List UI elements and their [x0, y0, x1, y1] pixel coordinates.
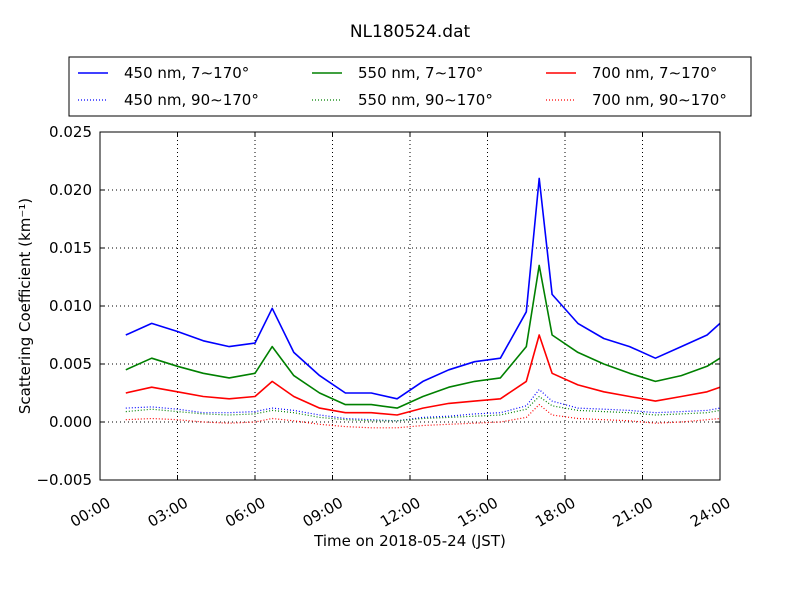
plot-area — [99, 131, 721, 481]
legend-label: 700 nm, 7∼170° — [592, 64, 717, 82]
x-tick-label: 21:00 — [610, 494, 656, 531]
y-tick-label: −0.005 — [36, 471, 92, 489]
x-axis-label: Time on 2018-05-24 (JST) — [313, 532, 506, 550]
grid — [100, 132, 720, 480]
x-tick-label: 09:00 — [300, 494, 346, 531]
legend-label: 700 nm, 90∼170° — [592, 91, 727, 109]
x-tick-label: 18:00 — [532, 494, 578, 531]
series-line — [125, 334, 721, 416]
x-tick-label: 15:00 — [455, 494, 501, 531]
series-line — [125, 388, 721, 422]
y-axis: −0.005 0.000 0.005 0.010 0.015 0.020 0.025 — [36, 123, 720, 489]
legend-label: 450 nm, 90∼170° — [124, 91, 259, 109]
x-tick-label: 06:00 — [222, 494, 268, 531]
y-tick-label: 0.015 — [49, 239, 92, 257]
x-tick-label: 03:00 — [145, 494, 191, 531]
legend-label: 550 nm, 90∼170° — [358, 91, 493, 109]
y-tick-label: 0.005 — [49, 355, 92, 373]
series-line — [125, 395, 721, 422]
legend-label: 450 nm, 7∼170° — [124, 64, 249, 82]
chart-title: NL180524.dat — [350, 22, 471, 42]
series-line — [125, 404, 721, 429]
y-tick-label: 0.025 — [49, 123, 92, 141]
legend: 450 nm, 7∼170° 450 nm, 90∼170° 550 nm, 7∼1… — [68, 56, 752, 117]
series-line — [125, 264, 721, 409]
y-tick-label: 0.000 — [49, 413, 92, 431]
y-axis-label: Scattering Coefficient (km⁻¹) — [16, 198, 34, 414]
x-tick-label: 12:00 — [377, 494, 423, 531]
y-tick-label: 0.020 — [49, 181, 92, 199]
legend-box — [68, 56, 752, 117]
x-tick-label: 00:00 — [67, 494, 113, 531]
series-line — [125, 177, 721, 400]
y-tick-label: 0.010 — [49, 297, 92, 315]
x-tick-label: 24:00 — [687, 494, 733, 531]
legend-label: 550 nm, 7∼170° — [358, 64, 483, 82]
series-layer — [125, 177, 721, 429]
